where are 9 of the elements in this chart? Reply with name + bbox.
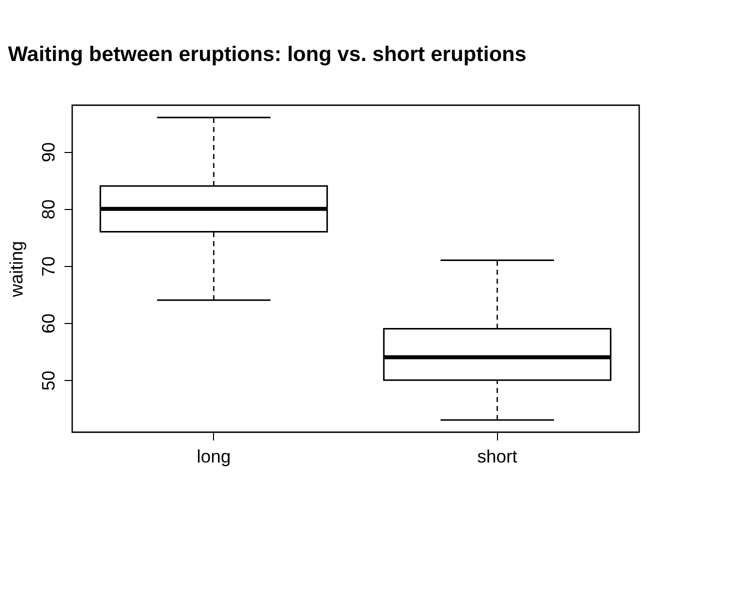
y-tick-label: 90 bbox=[38, 142, 58, 162]
y-tick-label: 80 bbox=[38, 199, 58, 220]
x-tick-label: short bbox=[477, 446, 518, 466]
y-tick-label: 60 bbox=[38, 313, 58, 334]
y-axis-title: waiting bbox=[6, 240, 26, 298]
chart-title: Waiting between eruptions: long vs. short eruptions bbox=[8, 43, 526, 66]
x-tick-label: long bbox=[196, 446, 231, 466]
y-tick-label: 70 bbox=[38, 256, 58, 276]
y-tick-label: 50 bbox=[38, 370, 58, 391]
